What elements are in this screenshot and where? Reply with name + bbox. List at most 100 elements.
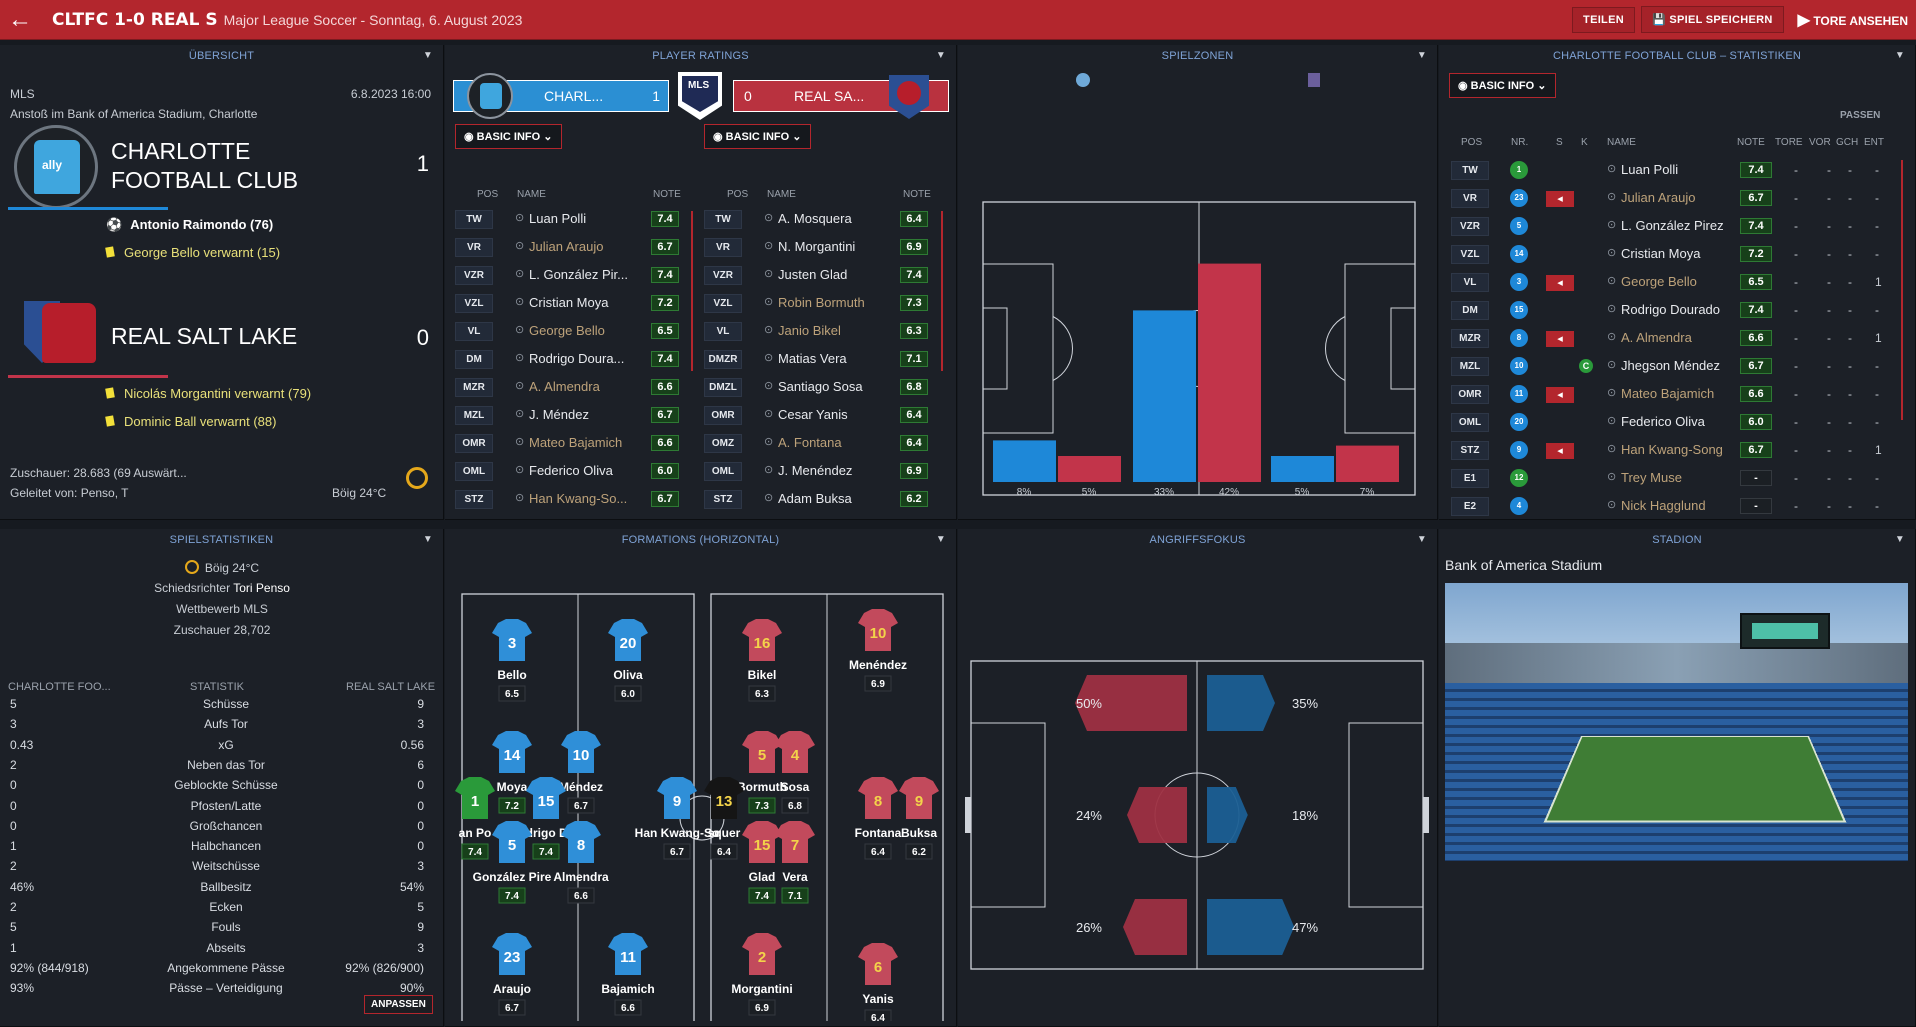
stadium-header[interactable]: STADION ▼: [1439, 529, 1915, 551]
away-rating-row[interactable]: VZR ⊙ Justen Glad 7.4: [704, 265, 940, 287]
chevron-down-icon[interactable]: ▼: [935, 534, 946, 545]
player-name[interactable]: L. González Pir...: [529, 267, 628, 282]
away-formation-player[interactable]: 5 Bormuth 7.3: [737, 731, 787, 814]
home-formation-player[interactable]: 1 an Po 7.4: [455, 777, 495, 860]
club-player-row[interactable]: VZR 5 ⊙ L. González Pirez 7.4 - - - -: [1439, 216, 1915, 238]
home-rating-row[interactable]: OML ⊙ Federico Oliva 6.0: [455, 461, 691, 483]
player-name[interactable]: Federico Oliva: [1621, 414, 1705, 429]
player-name[interactable]: Han Kwang-Song: [1621, 442, 1723, 457]
away-rating-row[interactable]: OMR ⊙ Cesar Yanis 6.4: [704, 405, 940, 427]
player-name[interactable]: Julian Araujo: [529, 239, 604, 254]
home-rating-row[interactable]: STZ ⊙ Han Kwang-So... 6.7: [455, 489, 691, 511]
player-name[interactable]: Justen Glad: [778, 267, 848, 282]
home-formation-player[interactable]: 11 Bajamich 6.6: [601, 933, 655, 1016]
away-formation-player[interactable]: 16 Bikel 6.3: [742, 619, 782, 702]
club-player-row[interactable]: VZL 14 ⊙ Cristian Moya 7.2 - - - -: [1439, 244, 1915, 266]
player-name[interactable]: Adam Buksa: [778, 491, 852, 506]
ratings-header[interactable]: PLAYER RATINGS ▼: [445, 45, 956, 67]
chevron-down-icon[interactable]: ▼: [1416, 50, 1427, 61]
player-name[interactable]: George Bello: [1621, 274, 1697, 289]
chevron-down-icon[interactable]: ▼: [422, 534, 433, 545]
away-basic-info-dropdown[interactable]: ◉ BASIC INFO ⌄: [704, 124, 811, 149]
player-name[interactable]: George Bello: [529, 323, 605, 338]
away-formation-player[interactable]: 15 Glad 7.4: [742, 821, 782, 904]
overview-header[interactable]: ÜBERSICHT ▼: [0, 45, 443, 67]
home-rating-row[interactable]: VZR ⊙ L. González Pir... 7.4: [455, 265, 691, 287]
player-name[interactable]: Jhegson Méndez: [1621, 358, 1721, 373]
club-player-row[interactable]: STZ 9 ◂ ⊙ Han Kwang-Song 6.7 - - - 1: [1439, 440, 1915, 462]
back-arrow-icon[interactable]: ←: [8, 5, 32, 33]
player-name[interactable]: Han Kwang-So...: [529, 491, 628, 506]
home-formation-player[interactable]: 10 Méndez 6.7: [559, 731, 603, 814]
player-name[interactable]: Mateo Bajamich: [529, 435, 623, 450]
home-formation-player[interactable]: 20 Oliva 6.0: [608, 619, 648, 702]
home-rating-row[interactable]: TW ⊙ Luan Polli 7.4: [455, 209, 691, 231]
home-formation-player[interactable]: 3 Bello 6.5: [492, 619, 532, 702]
home-rating-row[interactable]: MZR ⊙ A. Almendra 6.6: [455, 377, 691, 399]
away-rating-row[interactable]: OMZ ⊙ A. Fontana 6.4: [704, 433, 940, 455]
home-rating-row[interactable]: MZL ⊙ J. Méndez 6.7: [455, 405, 691, 427]
club-player-row[interactable]: DM 15 ⊙ Rodrigo Dourado 7.4 - - - -: [1439, 300, 1915, 322]
away-rating-row[interactable]: OML ⊙ J. Menéndez 6.9: [704, 461, 940, 483]
formations-header[interactable]: FORMATIONS (HORIZONTAL) ▼: [445, 529, 956, 551]
club-player-row[interactable]: TW 1 ⊙ Luan Polli 7.4 - - - -: [1439, 160, 1915, 182]
player-name[interactable]: Federico Oliva: [529, 463, 613, 478]
club-basic-info-dropdown[interactable]: ◉ BASIC INFO ⌄: [1449, 73, 1556, 98]
player-name[interactable]: Cristian Moya: [1621, 246, 1701, 261]
home-rating-row[interactable]: OMR ⊙ Mateo Bajamich 6.6: [455, 433, 691, 455]
chevron-down-icon[interactable]: ▼: [1894, 534, 1905, 545]
club-player-row[interactable]: VL 3 ◂ ⊙ George Bello 6.5 - - - 1: [1439, 272, 1915, 294]
player-name[interactable]: Matias Vera: [778, 351, 847, 366]
club-stats-header[interactable]: CHARLOTTE FOOTBALL CLUB – STATISTIKEN ▼: [1439, 45, 1915, 67]
player-name[interactable]: Santiago Sosa: [778, 379, 863, 394]
away-rating-row[interactable]: VZL ⊙ Robin Bormuth 7.3: [704, 293, 940, 315]
player-name[interactable]: Julian Araujo: [1621, 190, 1696, 205]
home-formation-player[interactable]: 9 Han Kwang-So 6.7: [635, 777, 720, 860]
player-name[interactable]: Trey Muse: [1621, 470, 1682, 485]
player-name[interactable]: A. Mosquera: [778, 211, 852, 226]
away-rating-row[interactable]: STZ ⊙ Adam Buksa 6.2: [704, 489, 940, 511]
watch-goals-button[interactable]: ▶ TORE ANSEHEN: [1798, 10, 1908, 30]
player-name[interactable]: Cesar Yanis: [778, 407, 848, 422]
player-name[interactable]: L. González Pirez: [1621, 218, 1724, 233]
player-name[interactable]: Mateo Bajamich: [1621, 386, 1715, 401]
away-formation-player[interactable]: 9 Buksa 6.2: [899, 777, 939, 860]
club-player-row[interactable]: OML 20 ⊙ Federico Oliva 6.0 - - - -: [1439, 412, 1915, 434]
home-rating-row[interactable]: DM ⊙ Rodrigo Doura... 7.4: [455, 349, 691, 371]
club-player-row[interactable]: E1 12 ⊙ Trey Muse - - - - -: [1439, 468, 1915, 490]
away-formation-player[interactable]: 13 squer 6.4: [704, 777, 744, 860]
player-name[interactable]: Janio Bikel: [778, 323, 841, 338]
player-name[interactable]: J. Méndez: [529, 407, 589, 422]
zones-header[interactable]: SPIELZONEN ▼: [958, 45, 1437, 67]
save-match-button[interactable]: 💾 SPIEL SPEICHERN: [1640, 6, 1784, 33]
club-player-row[interactable]: MZR 8 ◂ ⊙ A. Almendra 6.6 - - - 1: [1439, 328, 1915, 350]
player-name[interactable]: Nick Hagglund: [1621, 498, 1706, 513]
away-rating-row[interactable]: VR ⊙ N. Morgantini 6.9: [704, 237, 940, 259]
chevron-down-icon[interactable]: ▼: [1894, 50, 1905, 61]
player-name[interactable]: J. Menéndez: [778, 463, 853, 478]
home-rating-row[interactable]: VL ⊙ George Bello 6.5: [455, 321, 691, 343]
club-player-row[interactable]: OMR 11 ◂ ⊙ Mateo Bajamich 6.6 - - - -: [1439, 384, 1915, 406]
home-formation-player[interactable]: 8 Almendra 6.6: [553, 821, 609, 904]
away-rating-row[interactable]: DMZL ⊙ Santiago Sosa 6.8: [704, 377, 940, 399]
club-scrollbar[interactable]: [1901, 160, 1903, 420]
away-formation-player[interactable]: 10 Menéndez 6.9: [849, 609, 907, 692]
home-formation-player[interactable]: 23 Araujo 6.7: [492, 933, 532, 1016]
player-name[interactable]: Rodrigo Dourado: [1621, 302, 1721, 317]
away-rating-row[interactable]: VL ⊙ Janio Bikel 6.3: [704, 321, 940, 343]
player-name[interactable]: Cristian Moya: [529, 295, 609, 310]
home-formation-player[interactable]: 14 Moya 7.2: [492, 731, 532, 814]
home-rating-row[interactable]: VZL ⊙ Cristian Moya 7.2: [455, 293, 691, 315]
away-formation-player[interactable]: 7 Vera 7.1: [775, 821, 815, 904]
club-player-row[interactable]: E2 4 ⊙ Nick Hagglund - - - - -: [1439, 496, 1915, 518]
player-name[interactable]: Luan Polli: [529, 211, 587, 226]
player-name[interactable]: A. Almendra: [529, 379, 600, 394]
home-rating-row[interactable]: VR ⊙ Julian Araujo 6.7: [455, 237, 691, 259]
home-formation-player[interactable]: 5 González Pire 7.4: [473, 821, 552, 904]
adjust-button[interactable]: ANPASSEN: [364, 995, 433, 1014]
player-name[interactable]: Rodrigo Doura...: [529, 351, 625, 366]
chevron-down-icon[interactable]: ▼: [935, 50, 946, 61]
away-formation-player[interactable]: 4 Sosa 6.8: [775, 731, 815, 814]
share-button[interactable]: TEILEN: [1572, 6, 1635, 33]
away-rating-row[interactable]: TW ⊙ A. Mosquera 6.4: [704, 209, 940, 231]
